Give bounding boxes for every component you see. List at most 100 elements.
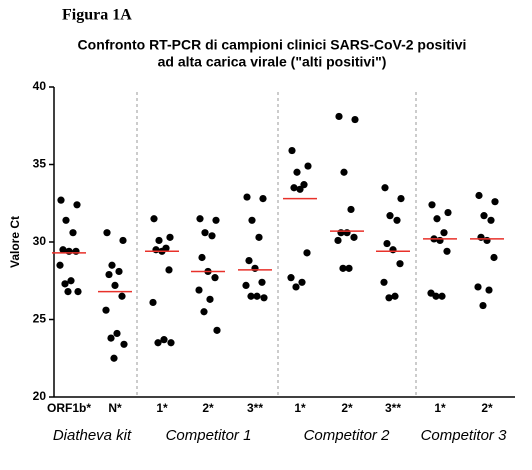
- dot: [213, 326, 221, 334]
- dot: [345, 264, 353, 272]
- dot: [103, 229, 111, 237]
- x-tick-label: N*: [108, 401, 122, 415]
- dot: [487, 216, 495, 224]
- dot: [304, 162, 312, 170]
- dot: [339, 264, 347, 272]
- dot: [108, 261, 116, 269]
- dot: [483, 236, 491, 245]
- dot: [208, 232, 216, 240]
- dot: [105, 270, 113, 279]
- dot: [347, 205, 355, 214]
- dot: [166, 233, 174, 241]
- dot: [110, 354, 118, 362]
- x-tick-label: ORF1b*: [47, 401, 91, 415]
- dot: [57, 196, 65, 204]
- dot: [72, 247, 80, 255]
- group-label: Diatheva kit: [53, 427, 132, 444]
- dot: [73, 201, 81, 209]
- dot: [200, 308, 208, 316]
- dot: [155, 236, 163, 245]
- dot: [474, 283, 482, 291]
- dot: [167, 339, 175, 347]
- chart-title: Confronto RT-PCR di campioni clinici SAR…: [78, 37, 467, 53]
- dot: [67, 277, 75, 285]
- dot: [102, 306, 110, 314]
- dot: [389, 246, 397, 254]
- dot: [195, 286, 203, 294]
- dot: [350, 233, 358, 241]
- y-axis-label: Valore Ct: [8, 216, 22, 268]
- y-tick-label: 35: [33, 157, 47, 171]
- x-tick-label: 2*: [481, 401, 493, 415]
- dot: [107, 334, 115, 342]
- dot: [253, 292, 261, 300]
- dot: [119, 236, 127, 245]
- dot: [381, 184, 389, 192]
- dot: [154, 339, 162, 347]
- dot: [293, 168, 301, 176]
- dot: [64, 288, 72, 296]
- dot: [111, 281, 119, 289]
- dot: [440, 229, 448, 237]
- dot: [386, 212, 394, 220]
- dot: [287, 274, 295, 282]
- dot: [118, 292, 126, 300]
- dot: [259, 195, 267, 203]
- dot: [351, 115, 359, 124]
- dot: [334, 236, 342, 245]
- dot: [115, 267, 123, 276]
- dot: [298, 278, 306, 286]
- y-tick-label: 30: [33, 234, 47, 248]
- dot: [383, 239, 391, 248]
- x-tick-label: 3**: [385, 401, 401, 415]
- x-tick-label: 2*: [202, 401, 214, 415]
- dot: [212, 216, 220, 224]
- group-label: Competitor 1: [166, 427, 252, 444]
- dot: [206, 295, 214, 303]
- dot: [62, 216, 70, 224]
- y-tick-label: 40: [33, 79, 47, 93]
- dot: [150, 215, 158, 223]
- dot: [480, 212, 488, 220]
- dot: [292, 283, 300, 291]
- dot: [300, 181, 308, 189]
- dot: [198, 253, 206, 262]
- dot: [475, 191, 483, 200]
- dot: [343, 229, 351, 237]
- group-label: Competitor 2: [304, 427, 391, 444]
- x-tick-label: 3**: [247, 401, 263, 415]
- dot: [432, 292, 440, 300]
- dot: [397, 195, 405, 203]
- dot: [196, 215, 204, 223]
- figure-label: Figura 1A: [62, 7, 132, 24]
- dot: [396, 260, 404, 268]
- dot: [485, 286, 493, 294]
- dot: [303, 249, 311, 257]
- dot: [380, 278, 388, 286]
- x-tick-label: 1*: [156, 401, 168, 415]
- chart-title: ad alta carica virale ("alti positivi"): [158, 54, 387, 70]
- dot: [61, 280, 69, 288]
- dot: [113, 329, 121, 338]
- dot: [251, 264, 259, 272]
- dot: [247, 292, 255, 300]
- dot: [340, 168, 348, 176]
- dot: [74, 288, 82, 296]
- dot: [288, 146, 296, 155]
- dot: [243, 193, 251, 201]
- dot: [160, 336, 168, 344]
- y-tick-label: 25: [33, 312, 47, 326]
- x-tick-label: 2*: [341, 401, 353, 415]
- dot: [436, 236, 444, 245]
- dot: [248, 216, 256, 224]
- dot: [260, 294, 268, 302]
- x-tick-label: 1*: [294, 401, 306, 415]
- dot: [255, 233, 263, 241]
- dot: [211, 274, 219, 282]
- group-label: Competitor 3: [421, 427, 508, 444]
- dot: [56, 261, 64, 269]
- dot: [335, 112, 343, 121]
- dot: [149, 298, 157, 307]
- dot: [242, 281, 250, 289]
- x-tick-label: 1*: [434, 401, 446, 415]
